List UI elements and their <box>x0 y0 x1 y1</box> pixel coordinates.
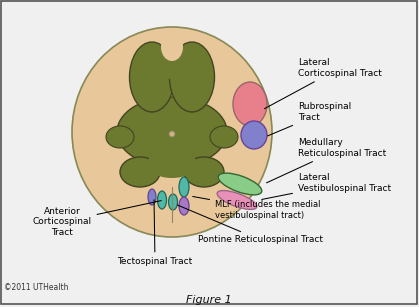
Ellipse shape <box>210 126 238 148</box>
Ellipse shape <box>117 97 227 167</box>
FancyBboxPatch shape <box>167 184 177 214</box>
Ellipse shape <box>72 27 272 237</box>
Text: Lateral
Vestibulospinal Tract: Lateral Vestibulospinal Tract <box>262 173 391 200</box>
Text: Medullary
Reticulospinal Tract: Medullary Reticulospinal Tract <box>266 138 386 183</box>
Ellipse shape <box>170 42 215 112</box>
Text: Figure 1: Figure 1 <box>186 295 232 305</box>
Ellipse shape <box>157 49 187 79</box>
Ellipse shape <box>168 194 178 210</box>
Ellipse shape <box>106 126 134 148</box>
Ellipse shape <box>184 157 224 187</box>
Text: Anterior
Corticospinal
Tract: Anterior Corticospinal Tract <box>32 200 161 237</box>
Ellipse shape <box>148 189 156 205</box>
Text: Rubrospinal
Tract: Rubrospinal Tract <box>268 102 351 136</box>
Text: Tectospinal Tract: Tectospinal Tract <box>117 200 193 266</box>
Ellipse shape <box>217 191 257 209</box>
Ellipse shape <box>233 82 267 126</box>
Circle shape <box>169 131 175 137</box>
Ellipse shape <box>120 157 160 187</box>
Text: Pontine Reticulospinal Tract: Pontine Reticulospinal Tract <box>178 205 323 244</box>
Ellipse shape <box>158 191 166 209</box>
Ellipse shape <box>179 177 189 197</box>
Ellipse shape <box>161 33 183 61</box>
Text: Lateral
Corticospinal Tract: Lateral Corticospinal Tract <box>264 58 382 109</box>
Ellipse shape <box>147 150 197 178</box>
FancyBboxPatch shape <box>1 1 417 304</box>
Ellipse shape <box>179 197 189 215</box>
Text: MLF (includes the medial
vestibulospinal tract): MLF (includes the medial vestibulospinal… <box>193 196 321 220</box>
Text: ©2011 UTHealth: ©2011 UTHealth <box>4 283 68 293</box>
Ellipse shape <box>129 42 174 112</box>
Ellipse shape <box>241 121 267 149</box>
Ellipse shape <box>218 173 262 195</box>
